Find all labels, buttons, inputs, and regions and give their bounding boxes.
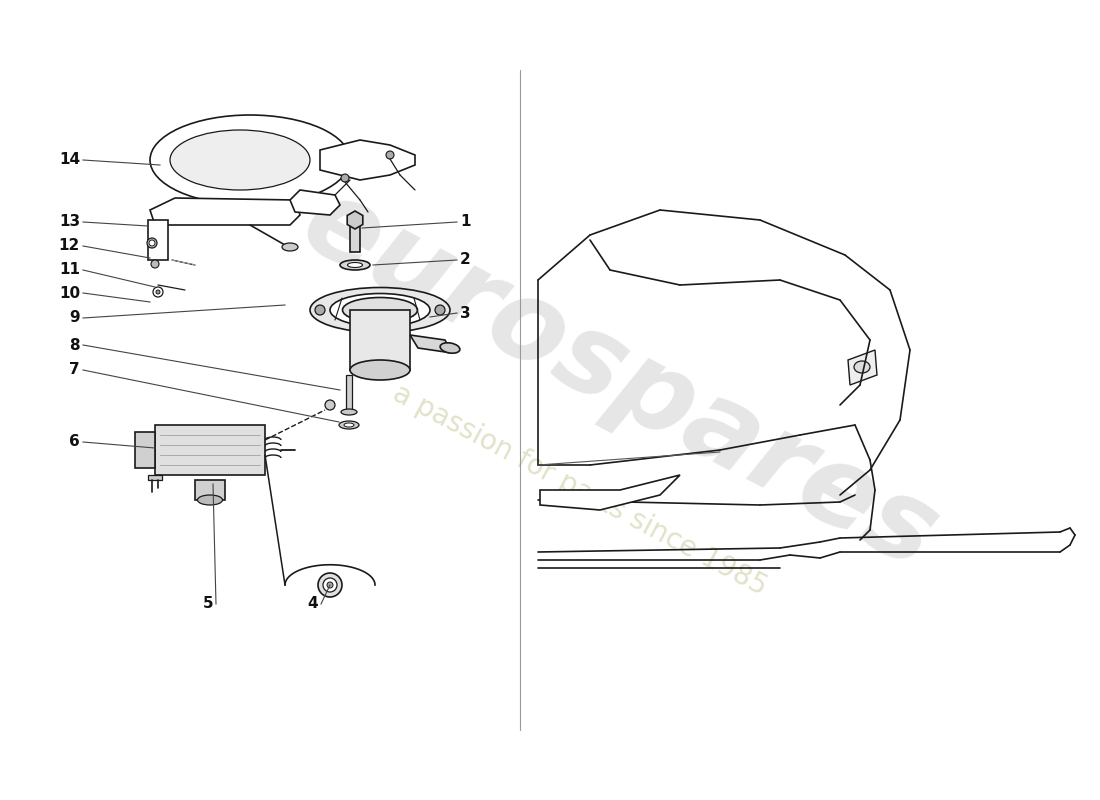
Polygon shape [135, 432, 155, 468]
Ellipse shape [170, 130, 310, 190]
Ellipse shape [310, 287, 450, 333]
Text: 13: 13 [59, 214, 80, 230]
Circle shape [386, 151, 394, 159]
Ellipse shape [342, 298, 418, 322]
Ellipse shape [282, 243, 298, 251]
Circle shape [324, 400, 336, 410]
Polygon shape [195, 480, 226, 500]
Circle shape [341, 174, 349, 182]
Polygon shape [290, 190, 340, 215]
Polygon shape [150, 198, 300, 225]
Polygon shape [848, 350, 877, 385]
Text: 2: 2 [460, 253, 471, 267]
Ellipse shape [854, 361, 870, 373]
Ellipse shape [350, 360, 410, 380]
Polygon shape [540, 475, 680, 510]
Text: 11: 11 [59, 262, 80, 278]
Circle shape [156, 290, 160, 294]
Text: 7: 7 [69, 362, 80, 378]
Circle shape [153, 287, 163, 297]
Circle shape [315, 305, 324, 315]
Text: 3: 3 [460, 306, 471, 321]
Polygon shape [348, 211, 363, 229]
Ellipse shape [344, 423, 354, 427]
Ellipse shape [348, 262, 363, 267]
Ellipse shape [440, 342, 460, 354]
Text: 8: 8 [69, 338, 80, 353]
Polygon shape [155, 425, 265, 475]
Circle shape [151, 260, 160, 268]
Text: eurospares: eurospares [285, 168, 955, 592]
Circle shape [148, 240, 155, 246]
Ellipse shape [341, 409, 358, 415]
Polygon shape [148, 475, 162, 480]
Ellipse shape [340, 260, 370, 270]
Polygon shape [346, 375, 352, 410]
Polygon shape [148, 220, 168, 260]
Text: 12: 12 [58, 238, 80, 254]
Text: 14: 14 [59, 153, 80, 167]
Text: 9: 9 [69, 310, 80, 326]
Polygon shape [350, 310, 410, 370]
Text: 4: 4 [307, 597, 318, 611]
Circle shape [147, 238, 157, 248]
Text: 10: 10 [59, 286, 80, 301]
Ellipse shape [330, 294, 430, 326]
Text: a passion for parts since 1985: a passion for parts since 1985 [388, 379, 772, 601]
Circle shape [318, 573, 342, 597]
Text: 5: 5 [202, 597, 213, 611]
Circle shape [327, 582, 333, 588]
Polygon shape [410, 335, 452, 353]
Text: 1: 1 [460, 214, 471, 230]
Circle shape [434, 305, 446, 315]
Circle shape [323, 578, 337, 592]
Ellipse shape [150, 115, 350, 205]
Polygon shape [320, 140, 415, 180]
Text: 6: 6 [69, 434, 80, 450]
Ellipse shape [339, 421, 359, 429]
Ellipse shape [198, 495, 222, 505]
Polygon shape [350, 225, 360, 252]
